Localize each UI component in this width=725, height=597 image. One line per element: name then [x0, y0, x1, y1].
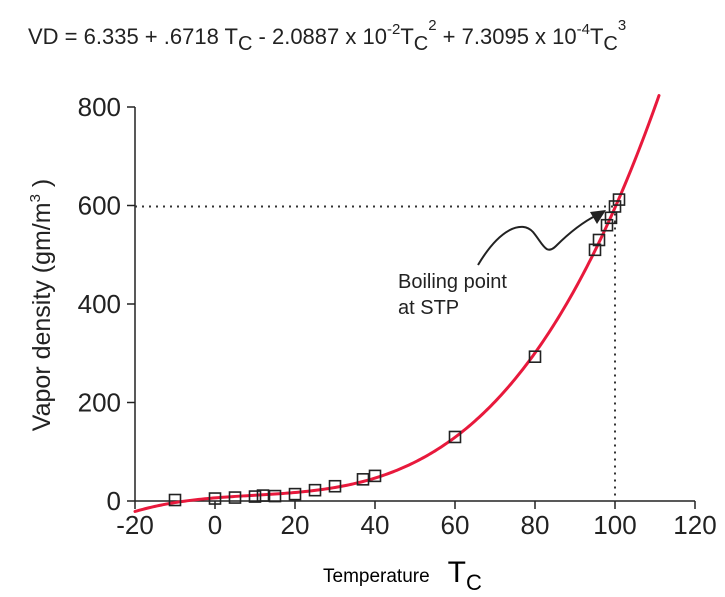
reference-lines: [135, 205, 616, 501]
data-points: [168, 193, 626, 507]
fit-curve-group: [133, 94, 661, 513]
data-point: [608, 200, 622, 213]
data-point: [368, 469, 382, 483]
data-point: [356, 473, 370, 486]
x-tick-label: -20: [116, 510, 154, 540]
eq-mid2: + 7.3095 x 10: [437, 24, 577, 49]
annotation-arrowhead: [590, 210, 606, 224]
data-point: [592, 233, 606, 247]
x-tick-label: 120: [673, 510, 716, 540]
y-axis-label: Vapor density (gm/m3 ): [27, 179, 56, 431]
data-point: [308, 483, 322, 497]
x-axis-label-text: Temperature: [323, 566, 430, 587]
eq-t2: T: [400, 24, 413, 49]
eq-pow2: 2: [428, 17, 436, 34]
y-axis-label-sup: 3: [27, 194, 44, 202]
y-tick-label: 200: [78, 388, 121, 418]
annotation-line2: at STP: [398, 297, 459, 319]
data-point: [612, 193, 626, 206]
y-tick-label: 800: [78, 92, 121, 122]
eq-sub3: C: [603, 33, 617, 55]
x-tick-label: 60: [441, 510, 470, 540]
data-point: [448, 430, 462, 444]
fit-curve: [133, 94, 661, 513]
x-tick-label: 0: [208, 510, 222, 540]
equation: VD = 6.335 + .6718 TC - 2.0887 x 10-2TC2…: [28, 17, 626, 55]
x-tick-label: 20: [281, 510, 310, 540]
eq-pow3: 3: [618, 17, 626, 34]
data-point: [168, 493, 182, 507]
data-point: [328, 479, 342, 493]
data-point: [588, 243, 602, 257]
data-point: [268, 489, 282, 503]
y-axis-label-close: ): [28, 179, 56, 194]
y-tick-label: 400: [78, 289, 121, 319]
eq-sub1: C: [238, 33, 252, 55]
data-point: [528, 350, 542, 363]
eq-sup2: -4: [577, 21, 590, 38]
data-point: [256, 489, 270, 502]
annotation-line1: Boiling point: [398, 271, 507, 293]
x-tick-label: 40: [361, 510, 390, 540]
x-tick-label: 100: [593, 510, 636, 540]
x-axis-label-sub: C: [466, 570, 482, 595]
y-tick-label: 0: [107, 486, 121, 516]
eq-sub2: C: [414, 33, 428, 55]
data-point: [248, 490, 262, 503]
x-axis-label-symbol: T: [448, 556, 466, 589]
data-point: [228, 491, 242, 504]
eq-prefix: VD = 6.335 + .6718 T: [28, 24, 238, 49]
eq-sup1: -2: [387, 21, 400, 38]
y-axis-label-text: Vapor density (gm/m: [28, 202, 56, 431]
data-point: [600, 218, 614, 232]
y-tick-label: 600: [78, 191, 121, 221]
x-axis-label: Temperature TC: [323, 556, 482, 595]
data-point: [208, 492, 222, 505]
eq-mid1: - 2.0887 x 10: [252, 24, 387, 49]
data-point: [288, 487, 302, 501]
annotation-arrow: [477, 214, 598, 266]
x-tick-label: 80: [521, 510, 550, 540]
eq-t3: T: [590, 24, 603, 49]
